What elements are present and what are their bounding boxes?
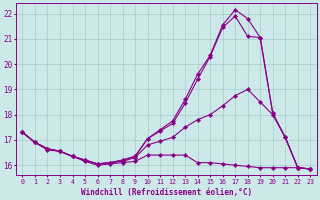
X-axis label: Windchill (Refroidissement éolien,°C): Windchill (Refroidissement éolien,°C) xyxy=(81,188,252,197)
